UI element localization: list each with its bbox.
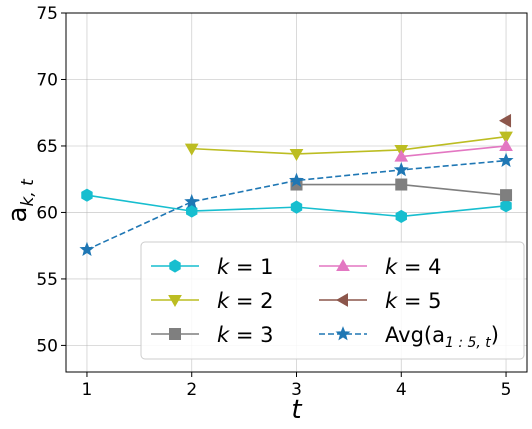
legend-label: Avg(a1 : 5, t) (385, 323, 499, 351)
series-1 (81, 188, 512, 224)
data-point (394, 149, 409, 162)
legend-entry-1: k = 1 (151, 255, 273, 279)
series-6 (79, 152, 514, 257)
data-point (499, 138, 513, 151)
legend-marker (335, 326, 351, 341)
data-point (289, 172, 304, 187)
legend-entry-4: k = 4 (319, 255, 441, 279)
series-line (191, 135, 507, 155)
series-group (79, 113, 514, 257)
series-5 (499, 113, 512, 128)
legend-entry-5: k = 5 (319, 289, 441, 313)
x-tick-label: 2 (186, 380, 197, 400)
legend-label: k = 2 (217, 289, 273, 313)
legend-marker (169, 328, 181, 340)
data-point (290, 200, 303, 214)
data-point (81, 188, 93, 202)
legend-label: k = 1 (217, 255, 273, 279)
x-tick-label: 1 (82, 380, 93, 400)
data-point (395, 178, 408, 191)
x-axis-label: t (291, 395, 302, 425)
x-tick-label: 4 (396, 380, 407, 400)
legend-label: k = 5 (385, 289, 441, 313)
legend: k = 1 k = 2 k = 3 k = 4 k = 5 Avg(a1 : 5, t) (140, 241, 525, 360)
legend-marker (168, 295, 182, 308)
y-tick-label: 65 (36, 137, 58, 157)
series-line (401, 145, 507, 158)
data-point (393, 162, 409, 177)
y-axis-label-main: a (3, 207, 33, 223)
legend-marker (169, 259, 181, 273)
data-point (499, 131, 513, 144)
data-point (500, 189, 513, 202)
data-point (79, 241, 95, 257)
legend-entry-3: k = 3 (151, 323, 273, 347)
data-point (289, 148, 304, 161)
data-point (395, 209, 407, 224)
y-tick-label: 75 (36, 4, 58, 24)
data-point (184, 193, 200, 209)
data-point (499, 113, 512, 128)
x-tick-label: 3 (291, 380, 302, 400)
legend-label: k = 3 (217, 323, 273, 347)
legend-entry-6: Avg(a1 : 5, t) (319, 323, 499, 351)
y-tick-label: 50 (36, 336, 58, 356)
data-point (186, 204, 198, 218)
y-tick-label: 55 (36, 270, 58, 290)
y-tick-label: 70 (36, 70, 58, 90)
y-axis-label-subscript: k, t (18, 178, 38, 207)
legend-entry-2: k = 2 (151, 289, 273, 313)
legend-marker (336, 258, 350, 271)
legend-label: k = 4 (385, 255, 441, 279)
series-4 (394, 138, 513, 162)
legend-marker (335, 293, 348, 307)
y-axis-label: a k, t (3, 178, 38, 223)
data-point (184, 143, 199, 156)
data-point (500, 199, 512, 213)
series-line (86, 159, 507, 251)
x-tick-label: 5 (501, 380, 512, 400)
data-point (498, 152, 514, 167)
y-tick-label: 60 (36, 203, 58, 223)
